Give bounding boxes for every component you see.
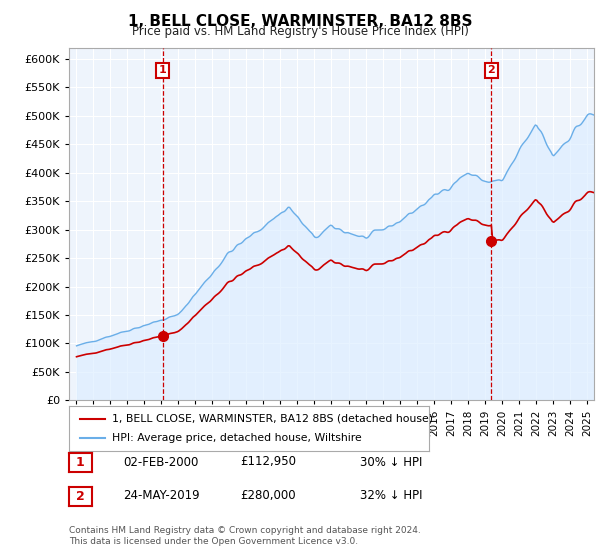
- Text: 2: 2: [488, 66, 495, 76]
- Text: 1, BELL CLOSE, WARMINSTER, BA12 8BS: 1, BELL CLOSE, WARMINSTER, BA12 8BS: [128, 14, 472, 29]
- Text: Contains HM Land Registry data © Crown copyright and database right 2024.
This d: Contains HM Land Registry data © Crown c…: [69, 526, 421, 546]
- Text: HPI: Average price, detached house, Wiltshire: HPI: Average price, detached house, Wilt…: [112, 433, 362, 444]
- Text: 1: 1: [76, 456, 85, 469]
- Text: 02-FEB-2000: 02-FEB-2000: [123, 455, 199, 469]
- Text: 24-MAY-2019: 24-MAY-2019: [123, 489, 200, 502]
- Text: 30% ↓ HPI: 30% ↓ HPI: [360, 455, 422, 469]
- Text: 32% ↓ HPI: 32% ↓ HPI: [360, 489, 422, 502]
- Text: £280,000: £280,000: [240, 489, 296, 502]
- Text: £112,950: £112,950: [240, 455, 296, 469]
- Text: 1: 1: [159, 66, 166, 76]
- Text: 1, BELL CLOSE, WARMINSTER, BA12 8BS (detached house): 1, BELL CLOSE, WARMINSTER, BA12 8BS (det…: [112, 413, 433, 423]
- Text: Price paid vs. HM Land Registry's House Price Index (HPI): Price paid vs. HM Land Registry's House …: [131, 25, 469, 38]
- Text: 2: 2: [76, 489, 85, 503]
